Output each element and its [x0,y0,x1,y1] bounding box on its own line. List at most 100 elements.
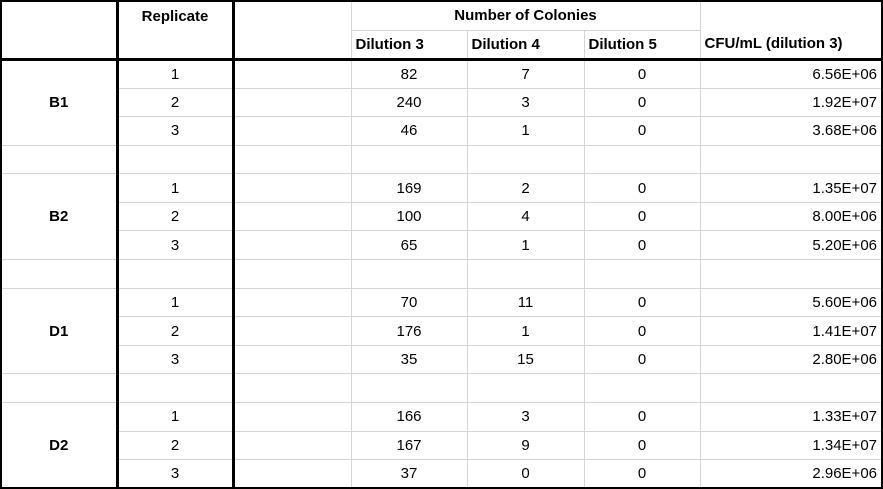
cfu-cell[interactable]: 1.92E+07 [699,87,883,118]
dilution-5-cell[interactable]: 0 [583,201,701,232]
cfu-cell[interactable]: 1.41E+07 [699,316,883,346]
dilution-4-cell[interactable]: 11 [466,287,585,318]
empty-cell[interactable] [350,373,468,404]
dilution-3-cell[interactable]: 100 [350,201,468,232]
header-replicate[interactable]: Replicate [115,0,235,30]
dilution-4-cell[interactable]: 3 [466,87,585,118]
cfu-cell[interactable]: 3.68E+06 [699,116,883,146]
header-cell-empty[interactable] [699,0,883,30]
dilution-5-cell[interactable]: 0 [583,287,701,318]
dilution-5-cell[interactable]: 0 [583,402,701,432]
cfu-cell[interactable]: 1.35E+07 [699,173,883,203]
header-cell-empty[interactable] [115,30,235,61]
empty-cell[interactable] [232,58,352,89]
dilution-3-cell[interactable]: 240 [350,87,468,118]
empty-cell[interactable] [350,259,468,289]
header-cell-empty[interactable] [232,30,352,61]
dilution-4-cell[interactable]: 1 [466,116,585,146]
cfu-cell[interactable]: 5.60E+06 [699,287,883,318]
cfu-cell[interactable]: 6.56E+06 [699,58,883,89]
replicate-cell[interactable]: 1 [115,58,235,89]
empty-cell[interactable] [466,259,585,289]
empty-cell[interactable] [232,230,352,261]
empty-cell[interactable] [699,144,883,175]
empty-cell[interactable] [583,259,701,289]
empty-cell[interactable] [232,201,352,232]
dilution-5-cell[interactable]: 0 [583,459,701,489]
replicate-cell[interactable]: 3 [115,344,235,375]
empty-cell[interactable] [232,173,352,203]
group-label[interactable]: D2 [0,402,118,489]
empty-cell[interactable] [0,259,118,289]
replicate-cell[interactable]: 3 [115,459,235,489]
empty-cell[interactable] [232,459,352,489]
dilution-4-cell[interactable]: 7 [466,58,585,89]
empty-cell[interactable] [232,259,352,289]
empty-cell[interactable] [232,87,352,118]
dilution-3-cell[interactable]: 37 [350,459,468,489]
dilution-3-cell[interactable]: 65 [350,230,468,261]
dilution-5-cell[interactable]: 0 [583,58,701,89]
empty-cell[interactable] [115,373,235,404]
cfu-cell[interactable]: 8.00E+06 [699,201,883,232]
dilution-4-cell[interactable]: 15 [466,344,585,375]
cfu-cell[interactable]: 2.96E+06 [699,459,883,489]
empty-cell[interactable] [466,144,585,175]
header-dilution-4[interactable]: Dilution 4 [466,29,585,61]
empty-cell[interactable] [466,373,585,404]
replicate-cell[interactable]: 3 [115,230,235,261]
cfu-cell[interactable]: 5.20E+06 [699,230,883,261]
empty-cell[interactable] [115,259,235,289]
dilution-4-cell[interactable]: 9 [466,430,585,461]
dilution-5-cell[interactable]: 0 [583,87,701,118]
empty-cell[interactable] [115,144,235,175]
replicate-cell[interactable]: 2 [115,87,235,118]
dilution-4-cell[interactable]: 4 [466,201,585,232]
replicate-cell[interactable]: 3 [115,116,235,146]
dilution-3-cell[interactable]: 176 [350,316,468,346]
empty-cell[interactable] [583,144,701,175]
replicate-cell[interactable]: 2 [115,430,235,461]
dilution-4-cell[interactable]: 3 [466,402,585,432]
dilution-5-cell[interactable]: 0 [583,116,701,146]
empty-cell[interactable] [232,144,352,175]
dilution-3-cell[interactable]: 169 [350,173,468,203]
empty-cell[interactable] [232,430,352,461]
empty-cell[interactable] [0,373,118,404]
dilution-5-cell[interactable]: 0 [583,230,701,261]
header-cell-empty[interactable] [0,30,118,61]
header-cell-empty[interactable] [232,0,352,30]
group-label[interactable]: B1 [0,58,118,146]
cfu-cell[interactable]: 1.33E+07 [699,402,883,432]
dilution-3-cell[interactable]: 46 [350,116,468,146]
header-dilution-3[interactable]: Dilution 3 [350,29,468,61]
dilution-4-cell[interactable]: 1 [466,316,585,346]
empty-cell[interactable] [232,344,352,375]
header-number-of-colonies[interactable]: Number of Colonies [350,0,701,31]
dilution-3-cell[interactable]: 35 [350,344,468,375]
replicate-cell[interactable]: 1 [115,287,235,318]
empty-cell[interactable] [0,144,118,175]
dilution-5-cell[interactable]: 0 [583,316,701,346]
empty-cell[interactable] [699,373,883,404]
empty-cell[interactable] [232,402,352,432]
empty-cell[interactable] [699,259,883,289]
dilution-3-cell[interactable]: 166 [350,402,468,432]
empty-cell[interactable] [232,116,352,146]
replicate-cell[interactable]: 1 [115,402,235,432]
dilution-5-cell[interactable]: 0 [583,344,701,375]
group-label[interactable]: B2 [0,173,118,261]
dilution-3-cell[interactable]: 167 [350,430,468,461]
empty-cell[interactable] [350,144,468,175]
replicate-cell[interactable]: 1 [115,173,235,203]
replicate-cell[interactable]: 2 [115,316,235,346]
dilution-4-cell[interactable]: 0 [466,459,585,489]
header-cfu[interactable]: CFU/mL (dilution 3) [699,30,883,61]
header-cell-empty[interactable] [0,0,118,30]
dilution-4-cell[interactable]: 2 [466,173,585,203]
dilution-3-cell[interactable]: 70 [350,287,468,318]
empty-cell[interactable] [232,373,352,404]
empty-cell[interactable] [232,287,352,318]
header-dilution-5[interactable]: Dilution 5 [583,29,701,61]
cfu-cell[interactable]: 1.34E+07 [699,430,883,461]
